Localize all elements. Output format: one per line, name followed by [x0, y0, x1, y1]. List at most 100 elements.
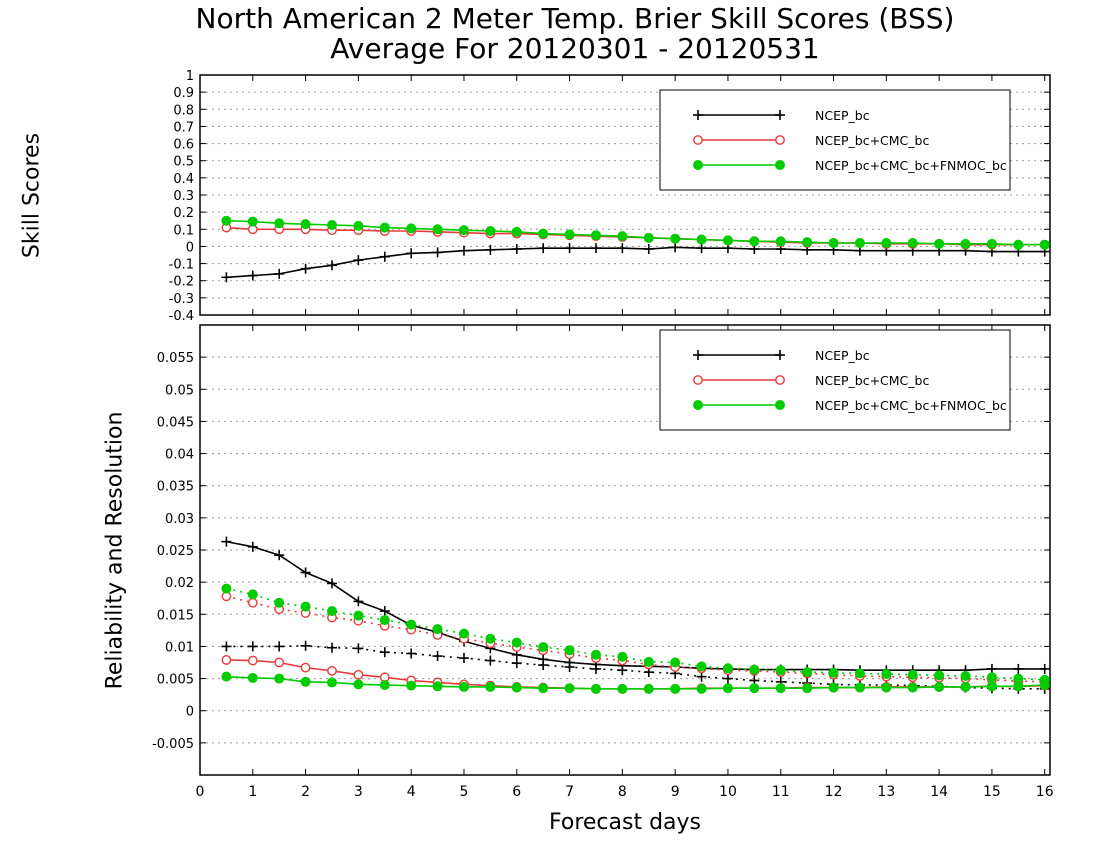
marker-dot: [907, 238, 918, 248]
marker-dot: [247, 672, 258, 683]
marker-dot: [221, 671, 232, 682]
marker-dot: [485, 633, 496, 644]
y-tick-label: -0.005: [152, 737, 194, 752]
marker-dot: [749, 664, 760, 675]
marker-dot: [564, 229, 575, 240]
series-line-cmc: [226, 659, 1045, 690]
marker-dot: [1013, 673, 1024, 684]
marker-dot: [670, 683, 681, 694]
legend-label: NCEP_bc+CMC_bc+FNMOC_bc: [815, 158, 1007, 173]
y-tick-label: 0.045: [157, 415, 194, 430]
marker-dot: [379, 680, 390, 690]
marker-circle: [300, 662, 311, 673]
marker-dot: [274, 597, 285, 608]
marker-dot: [907, 682, 918, 693]
x-tick-label: 0: [196, 784, 205, 800]
x-tick-label: 13: [877, 784, 895, 800]
series-line-fnmoc: [226, 219, 1045, 246]
marker-circle: [775, 135, 785, 145]
marker-dot: [406, 223, 417, 234]
marker-dot: [353, 610, 364, 621]
marker-dot: [538, 228, 549, 239]
x-tick-label: 15: [983, 784, 1001, 800]
x-tick-label: 14: [930, 784, 948, 800]
legend-label: NCEP_bc: [815, 108, 870, 123]
y-tick-label: 0.025: [157, 544, 194, 559]
y-tick-label: -0.3: [169, 292, 194, 307]
marker-dot: [274, 218, 285, 229]
marker-dot: [986, 681, 997, 692]
marker-dot: [300, 676, 311, 687]
marker-dot: [511, 226, 522, 237]
marker-dot: [1013, 239, 1024, 250]
series-line-ncep-dotted: [226, 644, 1045, 690]
y-tick-label: 0: [186, 240, 194, 255]
marker-circle: [247, 597, 258, 608]
y-tick-label: 0.03: [165, 512, 194, 527]
marker-dot: [617, 231, 628, 242]
marker-dot: [775, 160, 785, 170]
marker-dot: [749, 683, 760, 694]
marker-circle: [775, 375, 785, 385]
x-tick-label: 9: [671, 784, 680, 800]
series-line-ncep: [226, 246, 1045, 279]
y-tick-label: 0.055: [157, 351, 194, 366]
marker-dot: [511, 682, 522, 693]
x-axis-label: Forecast days: [548, 810, 701, 835]
marker-dot: [881, 682, 892, 693]
marker-dot: [775, 400, 785, 410]
marker-circle: [693, 375, 703, 385]
marker-dot: [881, 238, 892, 248]
marker-dot: [485, 681, 496, 692]
marker-dot: [590, 649, 601, 660]
marker-dot: [696, 234, 707, 245]
marker-dot: [643, 656, 654, 667]
marker-dot: [458, 681, 469, 692]
legend-label: NCEP_bc: [815, 348, 870, 363]
marker-dot: [960, 238, 971, 249]
plot-frame: [199, 74, 1051, 316]
y-tick-label: 0.6: [173, 138, 194, 153]
marker-dot: [432, 624, 443, 635]
y-tick-label: 0: [186, 705, 194, 720]
y-tick-label: 0.04: [165, 448, 194, 463]
y-tick-label: 0.035: [157, 480, 194, 495]
marker-dot: [485, 226, 496, 236]
marker-dot: [696, 683, 707, 694]
x-tick-label: 3: [354, 784, 363, 800]
chart-subtitle: Average For 20120301 - 20120531: [330, 32, 820, 65]
marker-dot: [326, 220, 337, 230]
marker-dot: [828, 682, 839, 693]
marker-dot: [854, 668, 865, 679]
marker-dot: [907, 669, 918, 680]
marker-dot: [590, 230, 601, 241]
marker-dot: [458, 225, 469, 236]
series-line-ncep: [226, 540, 1045, 672]
marker-dot: [564, 645, 575, 656]
marker-dot: [617, 651, 628, 662]
plot-frame: [199, 324, 1051, 776]
marker-dot: [643, 683, 654, 694]
y-tick-label: 0.015: [157, 608, 194, 623]
marker-dot: [934, 238, 945, 249]
marker-dot: [432, 224, 443, 235]
y-tick-label: 0.2: [173, 206, 194, 221]
x-tick-label: 6: [512, 784, 521, 800]
marker-dot: [1039, 674, 1050, 685]
marker-dot: [696, 661, 707, 672]
x-tick-label: 16: [1036, 784, 1054, 800]
marker-dot: [247, 216, 258, 227]
marker-dot: [854, 238, 865, 248]
marker-dot: [934, 670, 945, 681]
marker-dot: [353, 220, 364, 231]
marker-dot: [828, 667, 839, 678]
y-tick-label: 0.5: [173, 155, 194, 170]
marker-dot: [693, 160, 703, 170]
x-tick-label: 8: [618, 784, 627, 800]
marker-dot: [960, 681, 971, 692]
marker-circle: [274, 657, 285, 668]
x-tick-label: 12: [825, 784, 843, 800]
marker-dot: [274, 673, 285, 684]
legend-label: NCEP_bc+CMC_bc: [815, 373, 929, 388]
y-tick-label: 0.7: [173, 120, 194, 135]
